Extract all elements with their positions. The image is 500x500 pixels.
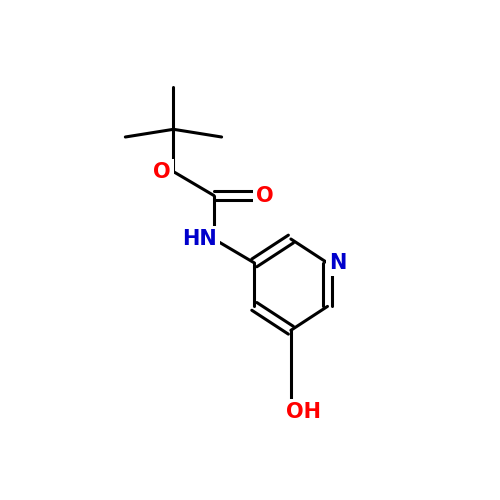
Text: N: N bbox=[330, 253, 347, 273]
Text: O: O bbox=[256, 186, 274, 206]
Text: HN: HN bbox=[182, 229, 216, 249]
Text: O: O bbox=[153, 162, 170, 182]
Text: OH: OH bbox=[286, 402, 320, 422]
